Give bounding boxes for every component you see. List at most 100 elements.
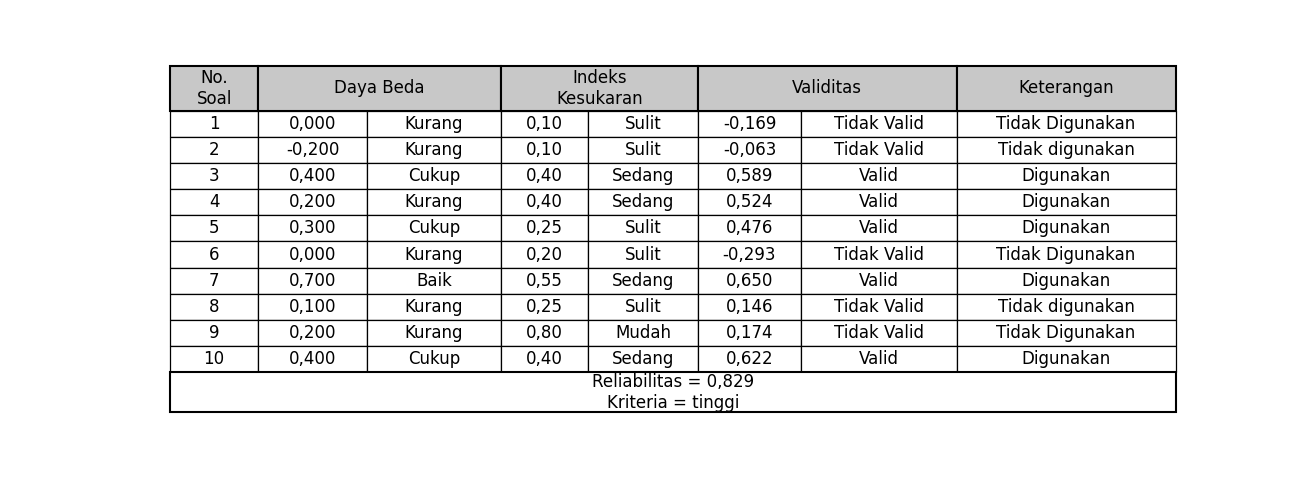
Bar	[801, 111, 957, 137]
Text: Tidak digunakan: Tidak digunakan	[998, 298, 1134, 316]
Text: 0,000: 0,000	[289, 246, 336, 263]
Bar	[171, 320, 257, 346]
Bar	[957, 111, 1175, 137]
Text: Sulit: Sulit	[625, 298, 662, 316]
Text: 0,524: 0,524	[726, 193, 773, 211]
Bar	[502, 215, 588, 242]
Bar	[801, 294, 957, 320]
Bar	[368, 137, 502, 163]
Bar	[801, 320, 957, 346]
Text: Reliabilitas = 0,829
Kriteria = tinggi: Reliabilitas = 0,829 Kriteria = tinggi	[592, 373, 754, 412]
Text: Baik: Baik	[416, 272, 452, 290]
Bar	[697, 346, 801, 373]
Bar	[257, 294, 368, 320]
Text: 0,200: 0,200	[289, 193, 336, 211]
Bar	[368, 242, 502, 267]
Bar	[801, 163, 957, 189]
Bar	[502, 189, 588, 215]
Bar	[171, 66, 257, 111]
Bar	[957, 346, 1175, 373]
Bar	[171, 346, 257, 373]
Text: 5: 5	[209, 220, 219, 238]
Bar	[697, 137, 801, 163]
Bar	[257, 215, 368, 242]
Text: 0,300: 0,300	[289, 220, 336, 238]
Text: Sulit: Sulit	[625, 220, 662, 238]
Bar	[697, 267, 801, 294]
Bar	[368, 346, 502, 373]
Text: Tidak Valid: Tidak Valid	[834, 298, 924, 316]
Bar	[801, 346, 957, 373]
Bar	[502, 66, 697, 111]
Text: Sulit: Sulit	[625, 141, 662, 159]
Text: Tidak digunakan: Tidak digunakan	[998, 141, 1134, 159]
Bar	[257, 189, 368, 215]
Text: 0,40: 0,40	[527, 350, 563, 369]
Bar	[697, 111, 801, 137]
Text: 0,40: 0,40	[527, 193, 563, 211]
Bar	[801, 189, 957, 215]
Text: 8: 8	[209, 298, 219, 316]
Text: 0,400: 0,400	[289, 350, 336, 369]
Bar	[257, 346, 368, 373]
Bar	[801, 215, 957, 242]
Bar	[171, 215, 257, 242]
Text: Validitas: Validitas	[792, 79, 863, 97]
Text: 0,25: 0,25	[527, 220, 563, 238]
Bar	[588, 294, 697, 320]
Bar	[697, 242, 801, 267]
Text: Sedang: Sedang	[612, 272, 675, 290]
Text: 0,146: 0,146	[726, 298, 773, 316]
Bar	[697, 215, 801, 242]
Bar	[171, 137, 257, 163]
Bar	[957, 267, 1175, 294]
Text: Kurang: Kurang	[404, 246, 463, 263]
Bar	[697, 294, 801, 320]
Text: No.
Soal: No. Soal	[197, 69, 232, 108]
Text: 1: 1	[209, 115, 219, 132]
Text: Tidak Valid: Tidak Valid	[834, 141, 924, 159]
Bar	[957, 163, 1175, 189]
Text: 6: 6	[209, 246, 219, 263]
Text: Cukup: Cukup	[408, 350, 460, 369]
Text: Tidak Valid: Tidak Valid	[834, 246, 924, 263]
Text: Digunakan: Digunakan	[1022, 220, 1111, 238]
Bar	[588, 242, 697, 267]
Text: Valid: Valid	[859, 193, 899, 211]
Bar	[171, 373, 1175, 412]
Text: Valid: Valid	[859, 167, 899, 185]
Text: 0,589: 0,589	[726, 167, 773, 185]
Text: 2: 2	[209, 141, 219, 159]
Text: 0,100: 0,100	[289, 298, 336, 316]
Bar	[502, 346, 588, 373]
Bar	[957, 242, 1175, 267]
Bar	[502, 242, 588, 267]
Bar	[588, 267, 697, 294]
Bar	[588, 320, 697, 346]
Text: 7: 7	[209, 272, 219, 290]
Bar	[957, 66, 1175, 111]
Bar	[171, 163, 257, 189]
Text: Sedang: Sedang	[612, 193, 675, 211]
Bar	[171, 267, 257, 294]
Text: -0,293: -0,293	[722, 246, 776, 263]
Text: Digunakan: Digunakan	[1022, 272, 1111, 290]
Text: Keterangan: Keterangan	[1019, 79, 1113, 97]
Text: Tidak Digunakan: Tidak Digunakan	[997, 115, 1136, 132]
Bar	[588, 189, 697, 215]
Bar	[257, 163, 368, 189]
Text: Tidak Valid: Tidak Valid	[834, 324, 924, 342]
Text: -0,200: -0,200	[286, 141, 339, 159]
Text: Digunakan: Digunakan	[1022, 350, 1111, 369]
Bar	[502, 111, 588, 137]
Text: Kurang: Kurang	[404, 141, 463, 159]
Text: 0,400: 0,400	[289, 167, 336, 185]
Bar	[957, 137, 1175, 163]
Bar	[368, 189, 502, 215]
Text: 0,10: 0,10	[527, 141, 563, 159]
Text: Sedang: Sedang	[612, 167, 675, 185]
Bar	[368, 111, 502, 137]
Bar	[502, 137, 588, 163]
Text: Sedang: Sedang	[612, 350, 675, 369]
Bar	[801, 242, 957, 267]
